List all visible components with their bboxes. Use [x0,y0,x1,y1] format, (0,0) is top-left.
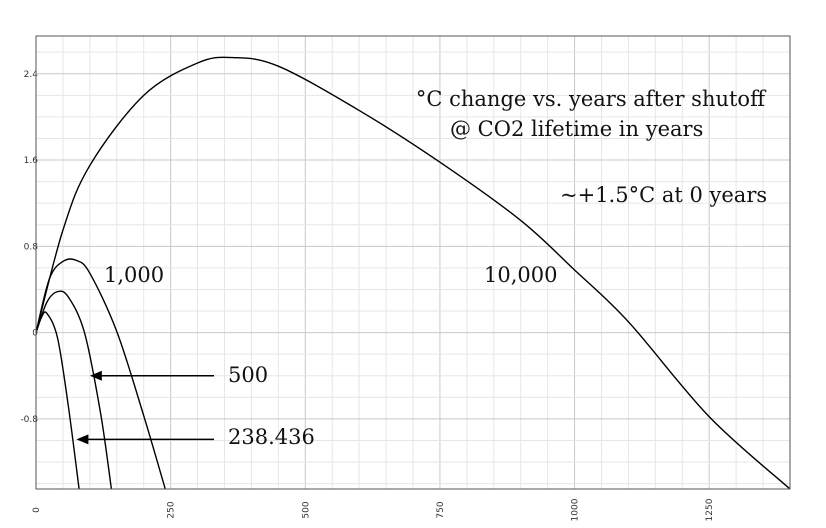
x-tick-label: 0 [32,507,42,513]
arrows [76,370,214,445]
series-line-500 [36,290,113,489]
x-tick-label: 250 [167,501,177,518]
arrow-head-500 [89,370,102,381]
series-line-238436 [36,311,80,489]
grid [36,36,790,489]
x-tick-label: 500 [301,501,311,518]
y-tick-label: 0 [32,329,38,339]
y-tick-label: 0.8 [24,242,39,252]
y-tick-label: 2.4 [24,70,39,80]
plot-frame [35,35,791,490]
x-tick-label: 750 [436,501,446,518]
arrow-head-238436 [76,434,89,445]
curves [36,56,790,489]
series-label-10000: 10,000 [484,263,557,287]
series-label-1000: 1,000 [104,263,164,287]
y-tick-label: -0.8 [20,415,38,425]
series-line-1000 [36,258,166,489]
x-tick-label: 1000 [571,498,581,521]
x-tick-label: 1250 [705,498,715,521]
ticks: 2.4 1.6 0.8 0 -0.8 0 250 500 750 1000 1250 [20,70,715,522]
y-tick-label: 1.6 [24,156,39,166]
annotation-note: ~+1.5°C at 0 years [560,183,767,207]
annotation-title-line1: °C change vs. years after shutoff [416,87,767,111]
annotation-title-line2: @ CO2 lifetime in years [450,117,703,141]
series-label-238: 238.436 [228,425,315,449]
series-line-10000 [36,56,790,489]
series-label-500: 500 [228,363,268,387]
